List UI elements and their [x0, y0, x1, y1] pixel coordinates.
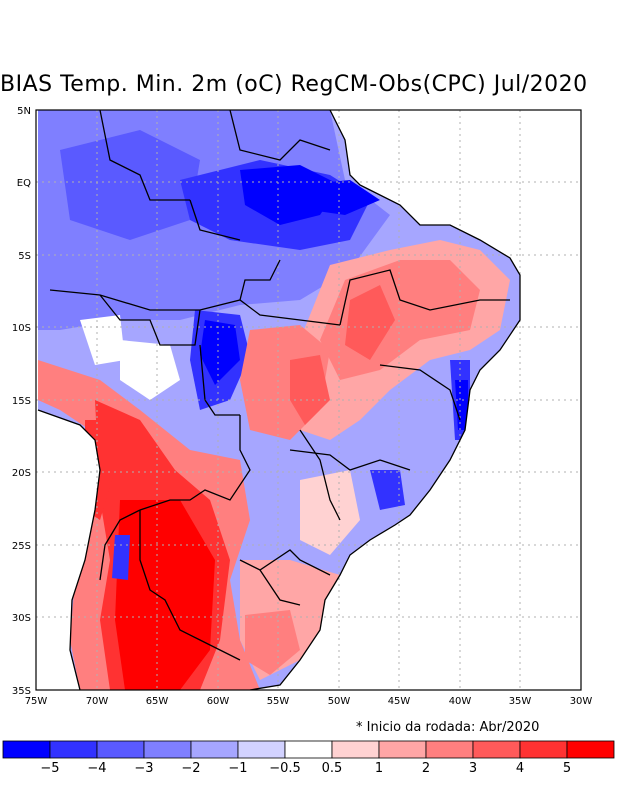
lat-label-eq: EQ [17, 178, 31, 189]
colorbar-swatch [566, 740, 615, 759]
lon-label-45w: 45W [388, 696, 411, 707]
lat-label-20s: 20S [12, 468, 31, 479]
lat-label-5n: 5N [17, 106, 31, 117]
lon-label-75w: 75W [25, 696, 48, 707]
lon-label-30w: 30W [570, 696, 593, 707]
lon-label-55w: 55W [267, 696, 290, 707]
colorbar-label: −5 [40, 761, 59, 776]
lon-label-40w: 40W [449, 696, 472, 707]
colorbar-label: −0.5 [269, 761, 301, 776]
lon-label-70w: 70W [86, 696, 109, 707]
country-borders [37, 110, 521, 690]
colorbar-label: 4 [516, 761, 524, 776]
grid-lines [36, 110, 581, 690]
colorbar-swatch [331, 740, 380, 759]
colorbar-swatch [143, 740, 192, 759]
lat-label-35s: 35S [12, 686, 31, 697]
colorbar-label: 2 [422, 761, 430, 776]
lat-tick-labels: 5N EQ 5S 10S 15S 20S 25S 30S 35S [12, 106, 31, 697]
run-start-note: * Inicio da rodada: Abr/2020 [356, 720, 540, 735]
colorbar-label: 5 [563, 761, 571, 776]
colorbar-label: 1 [375, 761, 383, 776]
colorbar-swatch [284, 740, 333, 759]
lon-label-50w: 50W [328, 696, 351, 707]
colorbar-swatch [425, 740, 474, 759]
lon-label-65w: 65W [146, 696, 169, 707]
lat-label-5s: 5S [18, 251, 31, 262]
colorbar-label: −3 [134, 761, 153, 776]
colorbar-label: −4 [87, 761, 106, 776]
colorbar-swatch [519, 740, 568, 759]
lon-label-60w: 60W [207, 696, 230, 707]
map-frame [35, 109, 582, 691]
colorbar-label: 3 [469, 761, 477, 776]
colorbar-swatch [190, 740, 239, 759]
lat-label-25s: 25S [12, 541, 31, 552]
lat-label-30s: 30S [12, 613, 31, 624]
colorbar-swatch [2, 740, 51, 759]
colorbar-label: −1 [228, 761, 247, 776]
map-title: BIAS Temp. Min. 2m (oC) RegCM-Obs(CPC) J… [0, 72, 588, 97]
lon-label-35w: 35W [509, 696, 532, 707]
colorbar-swatch [49, 740, 98, 759]
colorbar: −5 −4 −3 −2 −1 −0.5 0.5 1 2 3 4 5 [2, 740, 615, 776]
lat-label-10s: 10S [12, 323, 31, 334]
colorbar-swatch [96, 740, 145, 759]
colorbar-swatch [378, 740, 427, 759]
lon-tick-labels: 75W 70W 65W 60W 55W 50W 45W 40W 35W 30W [25, 696, 593, 707]
lat-label-15s: 15S [12, 396, 31, 407]
colorbar-label: 0.5 [322, 761, 343, 776]
colorbar-swatch [472, 740, 521, 759]
colorbar-swatch [237, 740, 286, 759]
colorbar-label: −2 [181, 761, 200, 776]
